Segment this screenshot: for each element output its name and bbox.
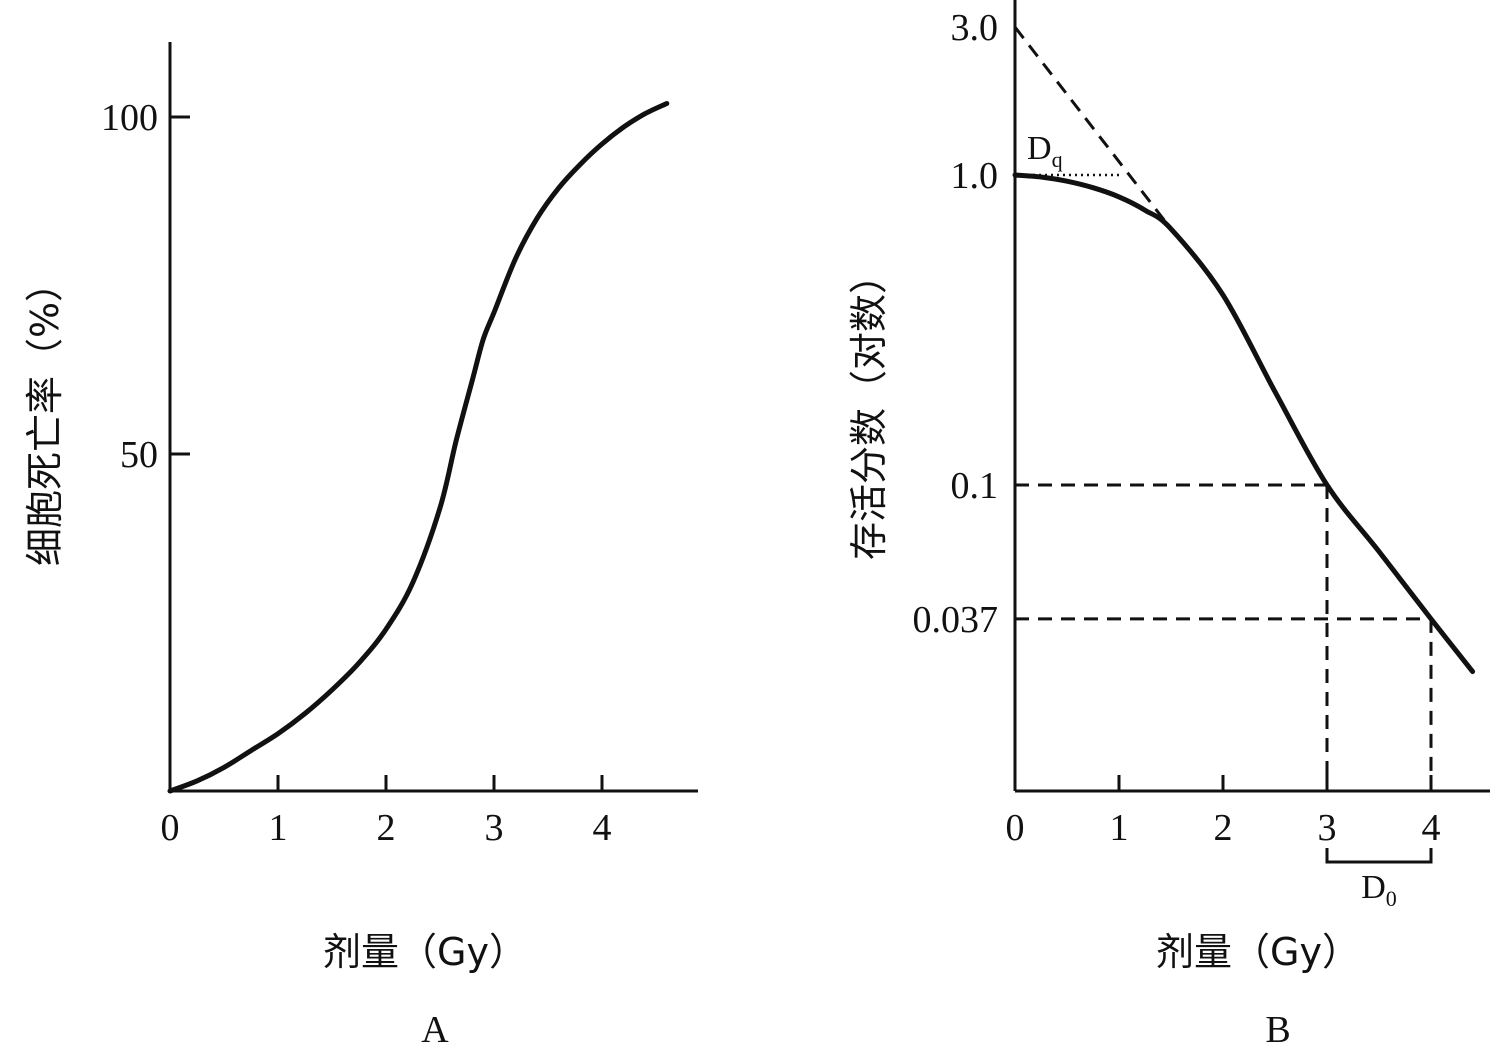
panel-b-x-tick-label: 3 [1318,807,1337,849]
panel-b: 0 1 2 3 4 3.0 1.0 0.1 0.037 Dq D0 剂量（Gy） 存活分数（对… [847,0,1490,1045]
panel-b-x-tick-label: 2 [1214,807,1233,849]
panel-b-y-tick-label: 0.1 [951,465,999,507]
panel-b-x-tick-label: 1 [1110,807,1129,849]
panel-b-x-axis-title: 剂量（Gy） [1156,930,1360,974]
panel-b-y-tick-label: 0.037 [913,599,999,641]
panel-a-y-tick-label: 50 [120,434,158,476]
panel-b-y-tick-label: 1.0 [951,155,999,197]
panel-b-y-axis-title: 存活分数（对数） [847,256,891,560]
panel-a-x-tick-label: 2 [377,807,396,849]
panel-b-d0-bracket [1325,848,1433,864]
panel-b-label: B [1265,1009,1290,1045]
panel-b-extrapolation-line [1013,26,1173,230]
panel-a-death-curve [167,101,670,794]
panel-a-x-tick-label: 1 [269,807,288,849]
panel-b-x-tick-label: 4 [1422,807,1441,849]
panel-b-y-ticks: 3.0 1.0 0.1 0.037 [913,7,999,641]
panel-a-y-tick-label: 100 [101,97,158,139]
panel-a-x-tick-label: 4 [593,807,612,849]
panel-b-y-tick-label: 3.0 [951,7,999,49]
panel-a-x-tick-label: 0 [161,807,180,849]
panel-a-y-ticks: 50 100 [101,97,190,476]
panel-a-x-tick-label: 3 [485,807,504,849]
panel-b-x-ticks: 0 1 2 3 4 [1006,775,1441,849]
panel-a-x-ticks: 0 1 2 3 4 [161,775,612,849]
panel-b-survival-curve [1012,172,1476,675]
panel-a-x-axis-title: 剂量（Gy） [323,930,527,974]
panel-a-y-axis-title: 细胞死亡率（%） [23,264,67,566]
panel-b-reference-lines [1015,483,1433,791]
panel-b-x-tick-label: 0 [1006,807,1025,849]
panel-a-label: A [421,1009,449,1045]
panel-a: 0 1 2 3 4 50 100 剂量（Gy） 细胞死亡率（%） A [23,42,698,1045]
panel-b-d0-label: D0 [1361,869,1397,911]
panel-b-dq-label: Dq [1027,130,1063,172]
